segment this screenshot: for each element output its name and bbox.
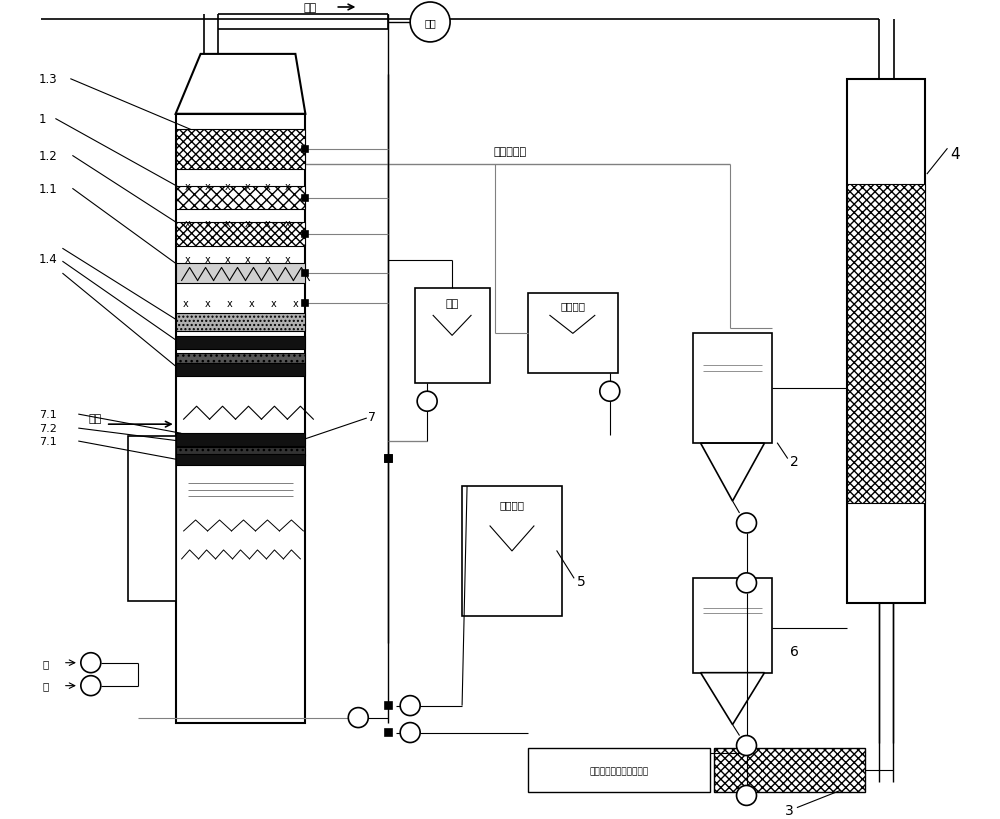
Bar: [176, 314, 305, 332]
Bar: [176, 455, 305, 465]
Bar: [176, 222, 305, 247]
Bar: [385, 455, 392, 462]
Text: x: x: [185, 219, 190, 229]
Text: 7.2: 7.2: [39, 423, 57, 433]
Circle shape: [737, 785, 756, 805]
Bar: [176, 447, 305, 456]
Bar: [128, 437, 176, 601]
Bar: [385, 455, 392, 462]
Bar: [176, 337, 305, 350]
Circle shape: [348, 708, 368, 727]
Text: 气: 气: [43, 681, 49, 690]
Text: 1: 1: [39, 113, 46, 126]
Bar: [528, 294, 618, 373]
Text: 1.2: 1.2: [39, 150, 58, 163]
Text: 1.1: 1.1: [39, 183, 58, 196]
Text: x: x: [205, 256, 210, 265]
Circle shape: [81, 653, 101, 673]
Bar: [176, 364, 305, 377]
Text: x: x: [245, 219, 250, 229]
Text: x: x: [245, 256, 250, 265]
Bar: [302, 231, 308, 238]
Text: 7.1: 7.1: [39, 410, 57, 419]
Bar: [385, 729, 392, 736]
Text: 3: 3: [785, 803, 794, 817]
Text: x: x: [265, 219, 270, 229]
Text: x: x: [205, 219, 210, 229]
Circle shape: [417, 391, 437, 412]
Text: 7.1: 7.1: [39, 437, 57, 446]
Text: x: x: [285, 256, 290, 265]
Bar: [176, 187, 305, 210]
Text: x: x: [285, 182, 290, 192]
Text: 烟气: 烟气: [89, 414, 102, 423]
Circle shape: [410, 3, 450, 43]
Bar: [176, 129, 305, 170]
Circle shape: [737, 735, 756, 756]
Text: x: x: [225, 219, 230, 229]
Text: x: x: [225, 182, 230, 192]
Bar: [714, 748, 865, 793]
Text: 补充氨水: 补充氨水: [499, 500, 524, 509]
Text: 循环水箱: 循环水箱: [560, 301, 585, 311]
Bar: [528, 748, 710, 793]
Polygon shape: [701, 673, 764, 725]
Text: x: x: [205, 299, 210, 309]
Bar: [302, 271, 308, 277]
Bar: [847, 184, 925, 504]
Text: 1.3: 1.3: [39, 73, 58, 86]
Text: x: x: [265, 182, 270, 192]
Bar: [176, 433, 305, 446]
Circle shape: [400, 722, 420, 743]
Text: x: x: [227, 299, 232, 309]
Text: x: x: [285, 219, 290, 229]
Bar: [693, 578, 772, 673]
Text: x: x: [249, 299, 254, 309]
Text: 1.4: 1.4: [39, 253, 58, 265]
Bar: [847, 79, 925, 603]
Bar: [176, 265, 305, 284]
Text: x: x: [225, 256, 230, 265]
Text: 空: 空: [43, 658, 49, 667]
Bar: [302, 147, 308, 152]
Text: 烟气: 烟气: [304, 3, 317, 13]
Text: x: x: [205, 182, 210, 192]
Text: 4: 4: [950, 147, 960, 162]
Text: 7: 7: [368, 410, 376, 423]
Text: 补充工艺水: 补充工艺水: [493, 147, 527, 156]
Circle shape: [737, 514, 756, 533]
Text: x: x: [185, 182, 190, 192]
Text: 进硫酸铵副产品回收系统: 进硫酸铵副产品回收系统: [589, 766, 648, 775]
Polygon shape: [176, 55, 305, 115]
Text: x: x: [185, 256, 190, 265]
Bar: [302, 196, 308, 201]
Text: 5: 5: [577, 574, 586, 588]
Text: x: x: [245, 182, 250, 192]
Bar: [462, 486, 562, 616]
Text: x: x: [265, 256, 270, 265]
Bar: [302, 301, 308, 307]
Circle shape: [737, 573, 756, 593]
Circle shape: [400, 696, 420, 716]
Bar: [415, 289, 490, 384]
Text: 2: 2: [790, 455, 799, 468]
Text: x: x: [271, 299, 276, 309]
Text: 草酸: 草酸: [445, 299, 459, 309]
Circle shape: [600, 382, 620, 401]
Bar: [693, 334, 772, 444]
Text: x: x: [293, 299, 298, 309]
Polygon shape: [701, 444, 764, 501]
Text: 6: 6: [790, 644, 799, 658]
Text: 烟囱: 烟囱: [424, 18, 436, 28]
Bar: [176, 354, 305, 364]
Text: x: x: [183, 299, 188, 309]
Bar: [385, 702, 392, 709]
Bar: [176, 115, 305, 722]
Circle shape: [81, 676, 101, 696]
